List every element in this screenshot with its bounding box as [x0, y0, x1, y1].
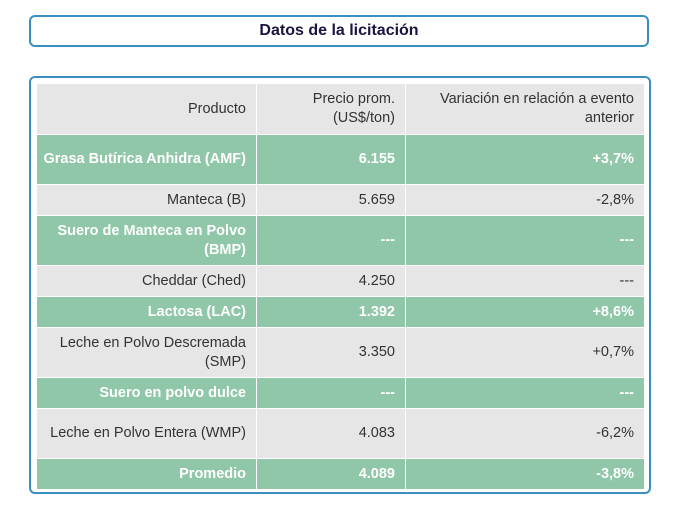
cell-product: Suero en polvo dulce — [36, 377, 257, 409]
table-row: Grasa Butírica Anhidra (AMF) 6.155 +3,7% — [36, 134, 645, 185]
table-row-average: Promedio 4.089 -3,8% — [36, 458, 645, 490]
table-header-row: Producto Precio prom. (US$/ton) Variació… — [36, 83, 645, 135]
cell-product: Leche en Polvo Descremada (SMP) — [36, 327, 257, 378]
cell-change: --- — [405, 377, 645, 409]
bid-table: Producto Precio prom. (US$/ton) Variació… — [36, 83, 645, 490]
cell-change: +8,6% — [405, 296, 645, 328]
header-product: Producto — [36, 83, 257, 135]
cell-price: 4.083 — [256, 408, 406, 459]
cell-price: 1.392 — [256, 296, 406, 328]
cell-price: --- — [256, 215, 406, 266]
cell-change: --- — [405, 265, 645, 297]
table-row: Suero en polvo dulce --- --- — [36, 377, 645, 409]
cell-product: Lactosa (LAC) — [36, 296, 257, 328]
cell-price: 6.155 — [256, 134, 406, 185]
table-row: Manteca (B) 5.659 -2,8% — [36, 184, 645, 216]
title-box: Datos de la licitación — [29, 15, 649, 47]
cell-change: -2,8% — [405, 184, 645, 216]
cell-product: Suero de Manteca en Polvo (BMP) — [36, 215, 257, 266]
header-change: Variación en relación a evento anterior — [405, 83, 645, 135]
page-title: Datos de la licitación — [259, 22, 419, 39]
cell-change: -6,2% — [405, 408, 645, 459]
cell-price: 3.350 — [256, 327, 406, 378]
cell-price: 4.089 — [256, 458, 406, 490]
cell-change: +0,7% — [405, 327, 645, 378]
table-row: Leche en Polvo Descremada (SMP) 3.350 +0… — [36, 327, 645, 378]
cell-product: Cheddar (Ched) — [36, 265, 257, 297]
cell-change: --- — [405, 215, 645, 266]
cell-price: 4.250 — [256, 265, 406, 297]
table-row: Cheddar (Ched) 4.250 --- — [36, 265, 645, 297]
cell-change: +3,7% — [405, 134, 645, 185]
header-price: Precio prom. (US$/ton) — [256, 83, 406, 135]
table-row: Leche en Polvo Entera (WMP) 4.083 -6,2% — [36, 408, 645, 459]
cell-price: --- — [256, 377, 406, 409]
cell-product: Promedio — [36, 458, 257, 490]
cell-change: -3,8% — [405, 458, 645, 490]
cell-product: Manteca (B) — [36, 184, 257, 216]
table-row: Suero de Manteca en Polvo (BMP) --- --- — [36, 215, 645, 266]
table-container: Producto Precio prom. (US$/ton) Variació… — [29, 76, 651, 494]
cell-product: Grasa Butírica Anhidra (AMF) — [36, 134, 257, 185]
cell-product: Leche en Polvo Entera (WMP) — [36, 408, 257, 459]
table-row: Lactosa (LAC) 1.392 +8,6% — [36, 296, 645, 328]
cell-price: 5.659 — [256, 184, 406, 216]
